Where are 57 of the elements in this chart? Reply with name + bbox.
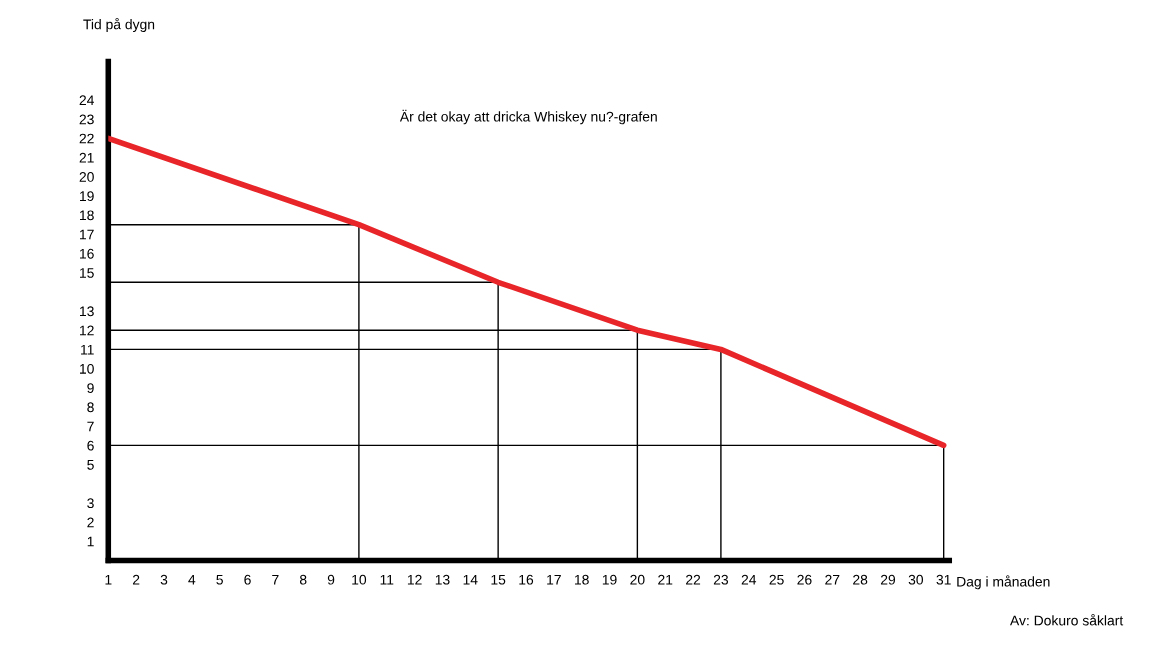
x-tick-label: 19 [602, 574, 617, 585]
x-tick-label: 26 [797, 574, 812, 585]
x-axis-title: Dag i månaden [957, 575, 1050, 590]
y-tick-label: 15 [80, 268, 94, 278]
y-axis-title: Tid på dygn [83, 17, 155, 33]
y-tick-label: 21 [79, 152, 94, 163]
x-tick-label: 6 [244, 574, 251, 585]
x-tick-label: 7 [272, 574, 279, 585]
y-tick-label: 18 [80, 210, 94, 221]
x-tick-label: 15 [491, 574, 506, 585]
y-tick-label: 24 [79, 95, 94, 105]
x-tick-label: 31 [936, 574, 951, 585]
y-tick-label: 17 [80, 229, 94, 240]
x-tick-label: 17 [547, 574, 561, 585]
x-tick-label: 8 [299, 574, 307, 585]
x-tick-label: 28 [853, 574, 868, 585]
y-tick-label: 19 [80, 191, 94, 202]
y-tick-label: 13 [80, 306, 94, 317]
y-tick-label: 10 [80, 363, 94, 374]
y-tick-label: 23 [79, 114, 94, 125]
x-tick-label: 13 [435, 574, 450, 585]
y-tick-label: 22 [79, 133, 94, 144]
x-tick-label: 21 [658, 574, 673, 585]
x-tick-label: 1 [105, 574, 112, 585]
y-tick-label: 9 [87, 383, 94, 393]
y-tick-label: 16 [80, 248, 94, 259]
x-tick-label: 24 [741, 574, 757, 585]
x-tick-label: 29 [880, 574, 896, 585]
x-tick-label: 14 [463, 574, 478, 585]
x-tick-label: 5 [216, 574, 223, 585]
x-tick-label: 25 [769, 574, 784, 585]
x-tick-label: 16 [519, 574, 534, 585]
y-tick-label: 12 [80, 325, 94, 336]
x-tick-label: 22 [686, 574, 701, 585]
x-tick-label: 20 [630, 574, 645, 585]
x-tick-label: 23 [713, 574, 729, 585]
x-tick-label: 12 [407, 574, 422, 585]
x-tick-label: 2 [132, 574, 140, 585]
text: Är det okay att dricka Whiskey nu?-grafen [399, 109, 657, 125]
x-tick-label: 27 [825, 574, 840, 585]
x-tick-label: 30 [908, 574, 924, 585]
y-tick-label: 3 [87, 498, 94, 509]
x-tick-label: 3 [160, 574, 168, 585]
y-tick-label: 8 [87, 402, 94, 413]
x-tick-label: 9 [327, 574, 335, 585]
y-tick-label: 6 [87, 440, 94, 451]
text: Av: Dokuro såklart [1010, 614, 1124, 626]
x-tick-label: 11 [380, 574, 394, 585]
x-tick-label: 18 [575, 574, 589, 585]
y-tick-label: 20 [79, 172, 94, 182]
y-tick-label: 1 [87, 536, 94, 547]
x-tick-label: 10 [352, 574, 367, 585]
y-tick-label: 11 [81, 344, 94, 355]
x-tick-label: 4 [188, 574, 196, 585]
y-tick-label: 5 [87, 460, 94, 470]
y-tick-label: 2 [87, 517, 94, 528]
y-tick-label: 7 [87, 421, 94, 432]
